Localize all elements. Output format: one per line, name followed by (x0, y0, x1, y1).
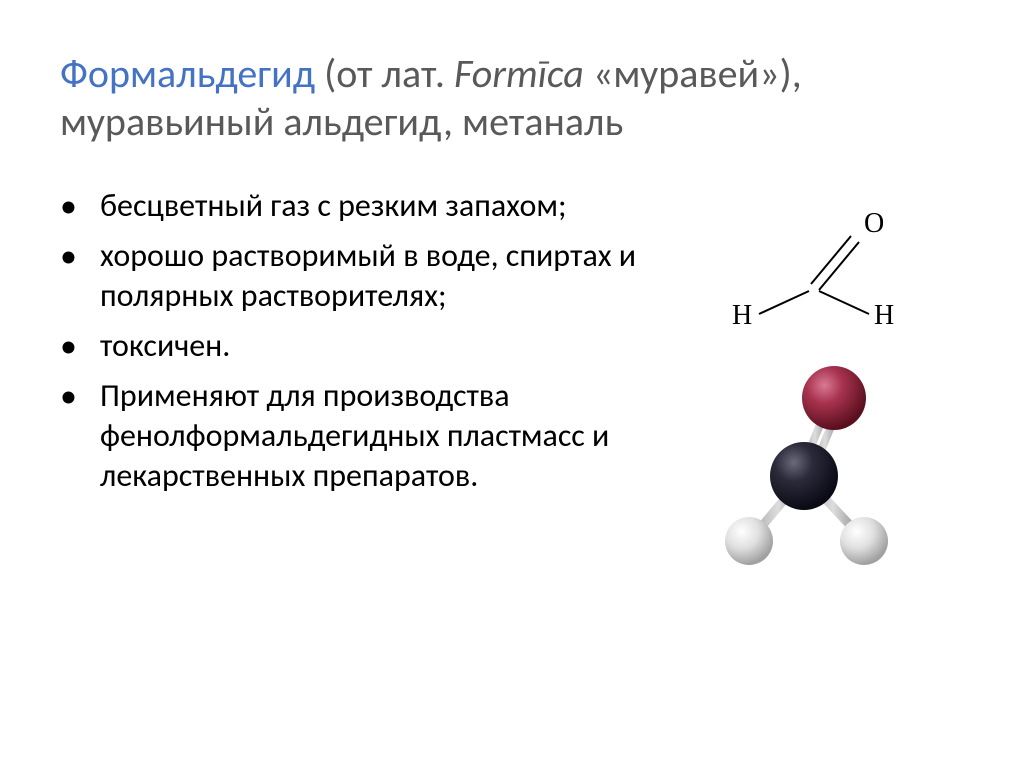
figure-column: O H H (664, 186, 964, 586)
atom-label-h2: H (874, 300, 894, 331)
title-rest-2: «муравей»), (584, 49, 802, 98)
atom-carbon (770, 442, 838, 510)
title-line-1: Формальдегид (от лат. Formīca «муравей»)… (60, 50, 964, 98)
title-highlight-word: Формальдегид (60, 49, 315, 98)
title-line-2: муравьиный альдегид, метаналь (60, 98, 964, 146)
atom-hydrogen-2 (840, 517, 888, 565)
molecule-3d-model (704, 366, 924, 586)
atom-label-o: O (864, 208, 884, 239)
atom-hydrogen-1 (725, 517, 773, 565)
bullet-item: хорошо растворимый в воде, спиртах и пол… (100, 236, 664, 316)
content-area: бесцветный газ с резким запахом; хорошо … (60, 186, 964, 586)
title-italic: Formīca (454, 49, 584, 98)
bullet-item: бесцветный газ с резким запахом; (100, 186, 664, 226)
slide-title: Формальдегид (от лат. Formīca «муравей»)… (60, 50, 964, 146)
atom-oxygen (802, 366, 866, 430)
atom-label-h1: H (732, 300, 752, 331)
bullet-item: Применяют для производства фенолформальд… (100, 376, 664, 496)
title-rest-1: (от лат. (315, 49, 454, 98)
bullet-list: бесцветный газ с резким запахом; хорошо … (60, 186, 664, 586)
structural-formula-diagram: O H H (714, 206, 914, 336)
bullet-item: токсичен. (100, 326, 664, 366)
